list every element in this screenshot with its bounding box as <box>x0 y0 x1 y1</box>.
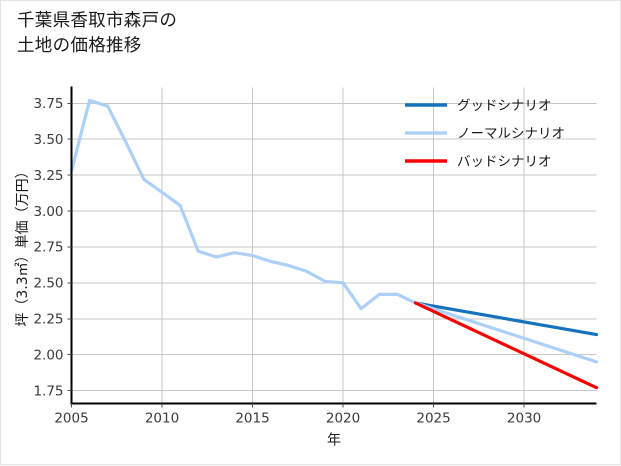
y-tick-label: 2.25 <box>33 312 63 328</box>
y-tick-label: 3.50 <box>33 132 63 148</box>
x-axis-label: 年 <box>327 433 341 449</box>
y-tick-label: 3.00 <box>33 204 63 220</box>
y-gridlines <box>71 102 597 392</box>
x-tick-label: 2010 <box>145 411 179 427</box>
y-tick-label: 2.50 <box>33 276 63 292</box>
series-line-bad <box>413 301 599 390</box>
x-tick-label: 2030 <box>507 411 541 427</box>
x-tick-label: 2015 <box>235 411 269 427</box>
y-axis-label: 坪（3.3㎡）単価（万円） <box>15 164 31 326</box>
legend-label-0: グッドシナリオ <box>457 98 552 114</box>
x-axis-ticks: 2005 2010 2015 2020 2025 2030 <box>54 403 541 427</box>
chart-title-line-2: 土地の価格推移 <box>17 35 142 56</box>
x-tick-label: 2025 <box>416 411 450 427</box>
y-tick-label: 3.75 <box>33 96 63 112</box>
series-line-normal <box>69 98 599 364</box>
chart-title: 千葉県香取市森戸の 土地の価格推移 <box>17 9 177 59</box>
y-tick-label: 2.75 <box>33 240 63 256</box>
legend-label-1: ノーマルシナリオ <box>457 126 565 142</box>
data-series-group <box>69 98 599 390</box>
x-tick-label: 2020 <box>326 411 360 427</box>
series-line-good <box>413 301 599 337</box>
legend-label-2: バッドシナリオ <box>457 154 552 170</box>
x-tick-label: 2005 <box>54 411 88 427</box>
chart-title-line-1: 千葉県香取市森戸の <box>17 11 178 31</box>
y-tick-label: 2.00 <box>33 347 63 363</box>
y-tick-label: 3.25 <box>33 168 63 184</box>
y-axis-ticks: 1.75 2.00 2.25 2.50 2.75 3.00 3.25 3.50 3.75 <box>33 96 72 399</box>
y-tick-label: 1.75 <box>33 383 63 399</box>
